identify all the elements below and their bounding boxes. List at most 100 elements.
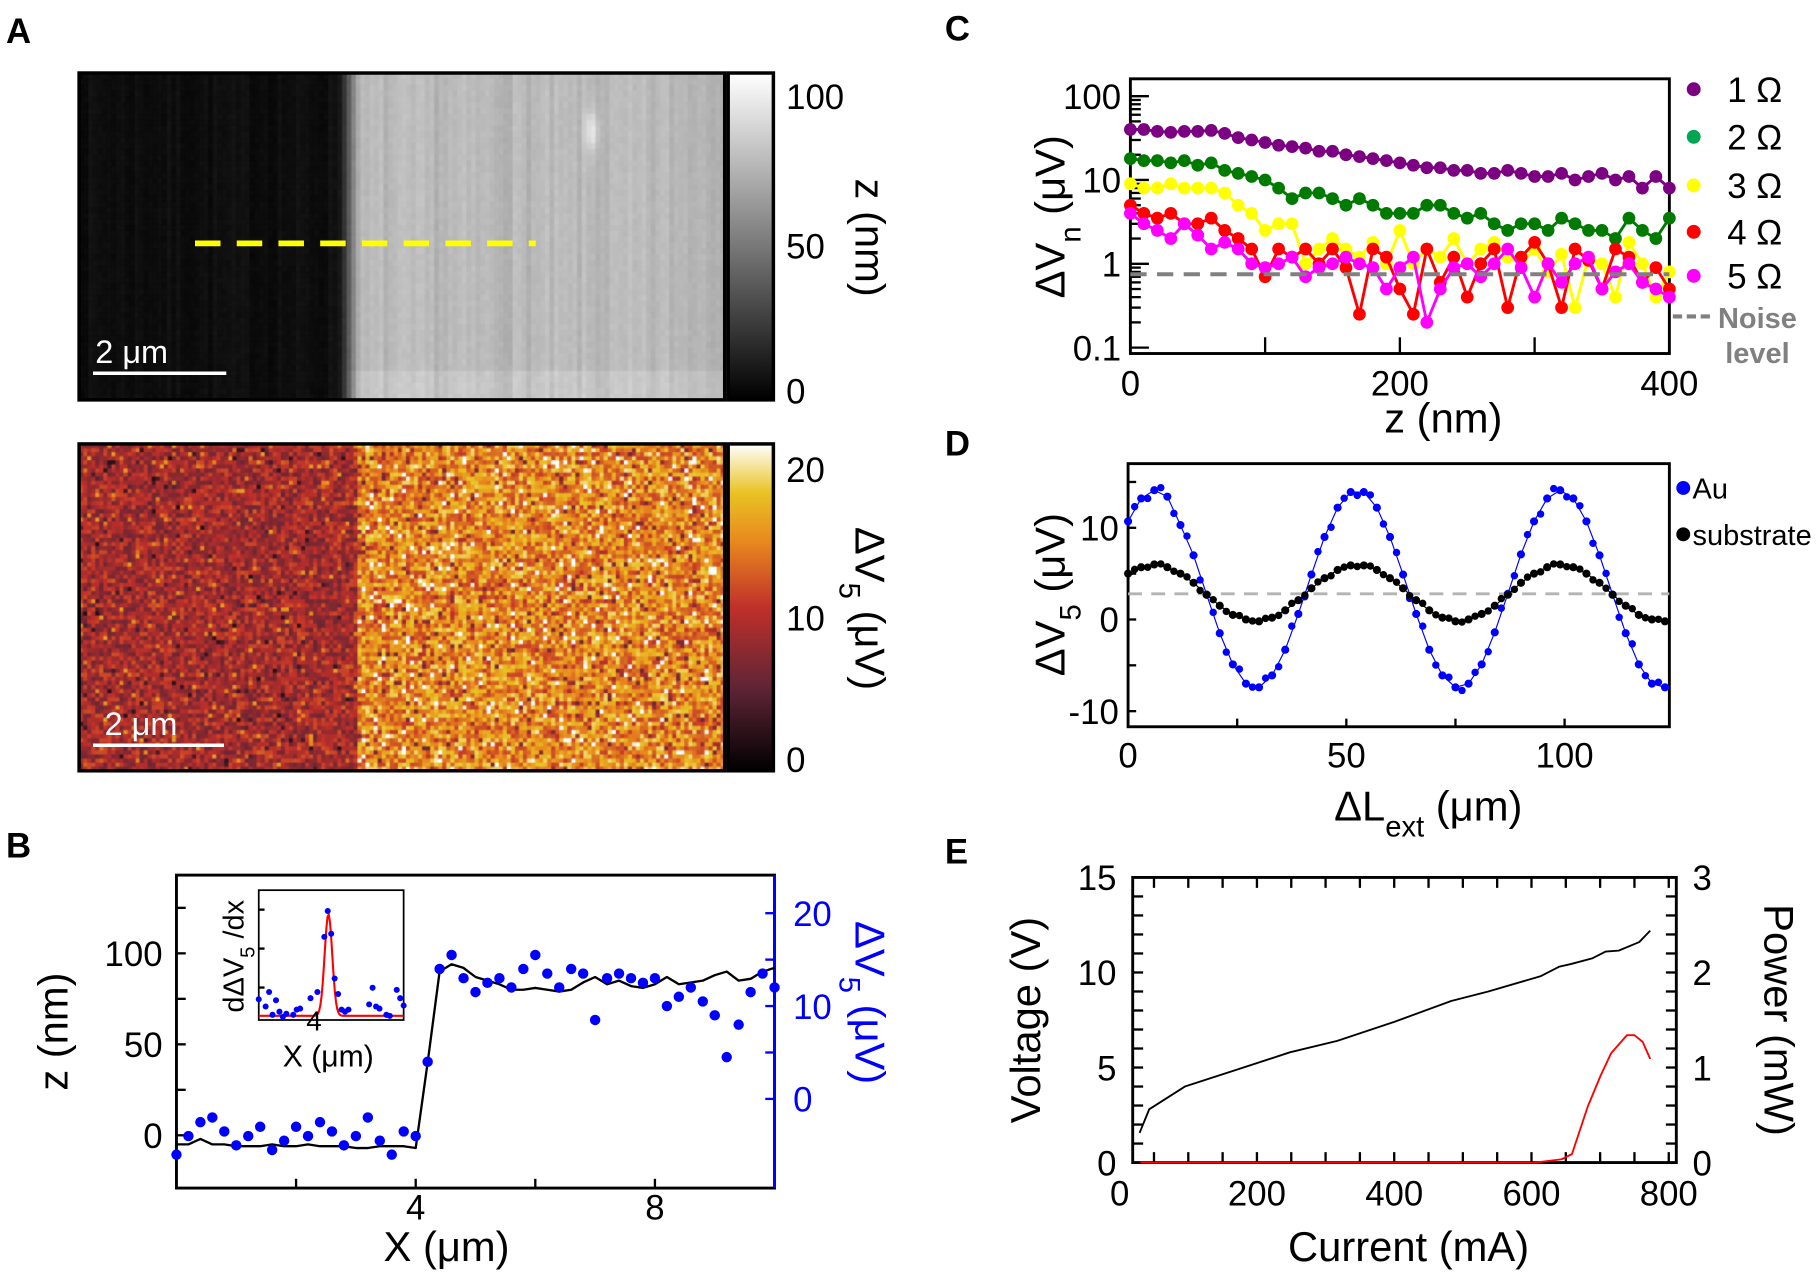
data-point xyxy=(1353,562,1361,571)
data-point xyxy=(1301,591,1309,599)
inset-data-point xyxy=(386,1012,393,1019)
inset-data-point xyxy=(321,933,328,940)
inset-data-point xyxy=(266,988,273,995)
y2-axis-label: Power (mW) xyxy=(1755,904,1802,1136)
data-point xyxy=(1314,547,1322,556)
label-main: ΔV xyxy=(1026,242,1073,298)
inset-frame xyxy=(257,889,405,1021)
data-point-dv5 xyxy=(374,1135,386,1146)
data-point-dv5 xyxy=(577,968,589,979)
legend: Au substrate xyxy=(1676,473,1812,552)
y-axis-label: ΔVn (μV) xyxy=(1026,135,1087,298)
data-point xyxy=(1177,125,1191,138)
data-point xyxy=(1272,257,1285,271)
data-point xyxy=(1649,282,1663,296)
data-point-dv5 xyxy=(661,1000,673,1012)
data-point xyxy=(1285,140,1299,153)
data-point xyxy=(1510,572,1519,580)
data-point xyxy=(1196,576,1204,584)
data-point xyxy=(1595,578,1604,587)
data-point xyxy=(1320,532,1329,542)
data-point-dv5 xyxy=(649,972,661,984)
data-point xyxy=(1353,307,1366,321)
y-tick-label: 5 xyxy=(1097,1050,1116,1088)
data-point xyxy=(1514,217,1528,231)
data-point xyxy=(1438,671,1447,680)
data-point xyxy=(1380,206,1393,220)
data-point xyxy=(1241,679,1250,688)
data-point-dv5 xyxy=(183,1130,194,1142)
data-point xyxy=(1380,282,1393,296)
colorbar-afmhot xyxy=(726,442,776,773)
data-point-dv5 xyxy=(254,1121,266,1132)
data-point xyxy=(1339,250,1353,264)
data-point xyxy=(1536,568,1545,576)
legend-label: 1 Ω xyxy=(1727,72,1782,110)
data-point xyxy=(1326,242,1339,256)
data-point-dv5 xyxy=(326,1126,338,1137)
data-point xyxy=(1359,561,1368,570)
data-point xyxy=(1258,261,1272,274)
data-point xyxy=(1312,144,1326,158)
data-point xyxy=(1231,198,1245,212)
data-point xyxy=(1177,181,1191,195)
data-point xyxy=(1523,530,1532,539)
data-point xyxy=(1516,578,1526,587)
colorbar-tick: 0 xyxy=(786,373,805,411)
data-point xyxy=(1228,610,1237,619)
data-point xyxy=(1420,161,1434,175)
data-point xyxy=(1231,131,1245,145)
data-point xyxy=(1406,206,1420,220)
label-main: ΔL xyxy=(1334,783,1385,830)
data-point xyxy=(1412,596,1421,605)
data-point xyxy=(1662,265,1676,279)
label-main: dΔV xyxy=(219,957,251,1012)
data-point xyxy=(1555,301,1568,314)
data-point xyxy=(1399,570,1408,579)
data-point xyxy=(1327,523,1335,531)
data-point xyxy=(1124,123,1137,136)
data-point xyxy=(1621,629,1630,638)
data-point xyxy=(1460,211,1474,225)
data-point-dv5 xyxy=(613,968,625,979)
data-point xyxy=(1392,578,1401,586)
data-point xyxy=(1628,640,1636,648)
data-point xyxy=(1514,250,1528,264)
inset-data-point xyxy=(331,975,338,982)
data-point xyxy=(1609,265,1622,279)
data-point xyxy=(1299,257,1312,271)
data-point xyxy=(1307,570,1316,579)
data-point xyxy=(1222,648,1230,656)
legend-label: 4 Ω xyxy=(1727,215,1782,253)
data-point xyxy=(1497,594,1506,603)
data-point-dv5 xyxy=(709,1010,720,1021)
data-point xyxy=(1150,486,1159,495)
data-point xyxy=(1137,206,1151,220)
data-point xyxy=(1299,141,1312,155)
x-tick-label: 400 xyxy=(1365,1175,1423,1213)
data-point xyxy=(1484,647,1492,656)
data-point xyxy=(1460,257,1474,271)
data-point xyxy=(1218,164,1232,177)
thermovoltage-map: 2 μm 20 10 0 ΔV5 (μV) xyxy=(77,442,894,780)
data-point xyxy=(1460,290,1474,304)
data-point xyxy=(1191,181,1205,195)
data-point xyxy=(1474,206,1488,220)
data-point-dv5 xyxy=(458,972,469,984)
panel-label-e: E xyxy=(945,834,968,872)
data-point xyxy=(1497,604,1506,612)
data-point xyxy=(1563,493,1571,501)
data-point xyxy=(1549,560,1558,568)
data-point xyxy=(1615,613,1623,621)
data-point xyxy=(1406,158,1420,172)
data-point-dv5 xyxy=(601,972,613,984)
inset-data-point xyxy=(307,995,314,1002)
series-2-ohm xyxy=(1124,152,1676,245)
series-1-ohm xyxy=(1124,123,1676,195)
data-point xyxy=(1170,509,1178,518)
data-point-dv5 xyxy=(434,963,445,975)
data-point xyxy=(1177,154,1191,168)
data-point xyxy=(1514,261,1528,274)
y2-tick-label: 1 xyxy=(1693,1050,1712,1088)
